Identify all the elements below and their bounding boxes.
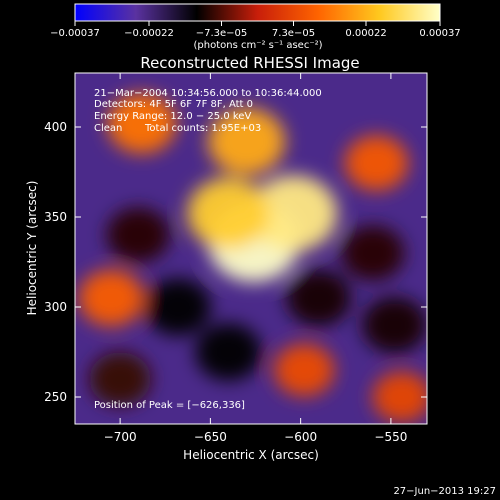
colorbar <box>74 3 441 22</box>
colorbar-ticks <box>74 21 441 26</box>
y-tick-label: 300 <box>44 300 67 314</box>
y-tick-label: 400 <box>44 120 67 134</box>
intensity-map <box>78 93 427 423</box>
x-tick-label: −600 <box>284 430 317 444</box>
emission-source <box>344 135 409 191</box>
colorbar-units: (photons cm⁻² s⁻¹ asec⁻²) <box>193 40 322 51</box>
negative-residual <box>341 225 405 281</box>
colorbar-tick-label: 0.00022 <box>345 28 386 39</box>
colorbar-tick-label: −0.00022 <box>124 28 174 39</box>
annotation-time-range: 21−Mar−2004 10:34:56.000 to 10:36:44.000 <box>94 88 322 99</box>
annotation-total-counts: Total counts: 1.95E+03 <box>144 123 261 134</box>
chart-title: Reconstructed RHESSI Image <box>140 54 359 72</box>
x-tick-label: −550 <box>374 430 407 444</box>
y-tick-label: 250 <box>44 390 67 404</box>
emission-source <box>187 177 270 250</box>
colorbar-tick-label: −0.00037 <box>50 28 100 39</box>
emission-source <box>249 175 338 252</box>
x-tick-label: −700 <box>104 430 137 444</box>
peak-position-label: Position of Peak = [−626,336] <box>94 400 245 411</box>
colorbar-tick-label: 0.00037 <box>419 28 460 39</box>
negative-residual <box>144 278 212 336</box>
annotation-method: Clean <box>94 123 122 134</box>
colorbar-tick-label: 7.3e−05 <box>272 28 315 39</box>
footer-timestamp: 27−Jun−2013 19:27 <box>393 486 496 497</box>
emission-source <box>207 107 286 175</box>
annotation-energy-range: Energy Range: 12.0 − 25.0 keV <box>94 111 251 122</box>
emission-source <box>78 269 144 327</box>
negative-residual <box>195 323 262 381</box>
annotation-block: 21−Mar−2004 10:34:56.000 to 10:36:44.000… <box>94 88 322 134</box>
colorbar-tick-labels: −0.00037 −0.00022 −7.3e−05 7.3e−05 0.00022 0.… <box>50 28 461 39</box>
plot-area <box>75 73 427 424</box>
negative-residual <box>286 269 352 327</box>
emission-source <box>372 371 427 423</box>
y-axis-ticks: 250 300 350 400 <box>44 120 427 404</box>
x-axis-ticks: −700 −650 −600 −550 <box>104 73 407 444</box>
emission-source <box>274 343 335 397</box>
negative-residual <box>106 207 170 263</box>
y-tick-label: 350 <box>44 210 67 224</box>
x-tick-label: −650 <box>194 430 227 444</box>
negative-residual <box>362 296 427 354</box>
plot-frame <box>74 72 428 425</box>
colorbar-tick-label: −7.3e−05 <box>196 28 248 39</box>
negative-residual <box>89 352 151 406</box>
annotation-detectors: Detectors: 4F 5F 6F 7F 8F, Att 0 <box>94 99 253 110</box>
y-axis-label: Heliocentric Y (arcsec) <box>25 181 39 316</box>
emission-source <box>107 93 177 154</box>
x-axis-label: Heliocentric X (arcsec) <box>183 448 319 462</box>
